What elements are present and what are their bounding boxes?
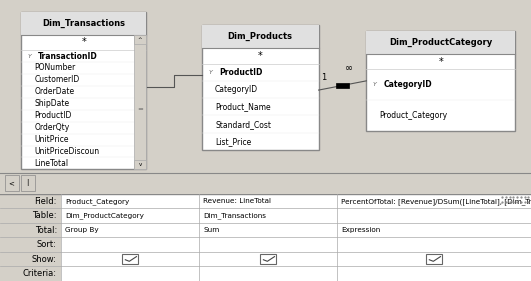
Text: Dim_Transactions: Dim_Transactions [203,212,267,219]
Text: Sort:: Sort: [37,240,57,249]
Text: v: v [139,162,142,167]
Text: Dim_ProductCategory: Dim_ProductCategory [65,212,144,219]
Text: ShipDate: ShipDate [35,99,70,108]
Bar [134,35,146,44]
Bar [134,160,146,169]
Text: ProductID: ProductID [219,68,262,77]
Bar [260,254,276,264]
Text: PercentOfTotal: [Revenue]/DSum([LineTotal], [Dim_Transactions]): PercentOfTotal: [Revenue]/DSum([LineTota… [341,198,531,205]
Text: Sum: Sum [203,227,220,233]
Text: Y: Y [28,53,31,58]
Text: Criteria:: Criteria: [23,269,57,278]
Text: Revenue: LineTotal: Revenue: LineTotal [203,198,271,204]
Bar [5,175,19,191]
Text: =: = [137,106,143,112]
Text: UnitPrice: UnitPrice [35,135,69,144]
Text: ∞: ∞ [345,63,353,73]
Text: Y: Y [373,82,376,87]
Bar [0,173,531,192]
Text: |: | [27,179,29,186]
Text: Y: Y [208,70,212,75]
Text: *: * [258,51,262,61]
Bar [366,31,515,131]
Text: Dim_Products: Dim_Products [228,32,293,41]
Text: LineTotal: LineTotal [35,159,68,168]
Bar [202,25,319,150]
Bar [21,12,146,169]
Text: OrderDate: OrderDate [35,87,75,96]
Text: OrderQty: OrderQty [35,123,70,132]
Bar [122,254,138,264]
Text: Product_Name: Product_Name [215,102,271,111]
Text: CategoryID: CategoryID [215,85,258,94]
Text: Product_Category: Product_Category [380,111,448,120]
Text: Dim_ProductCategory: Dim_ProductCategory [389,38,492,47]
Bar [426,254,442,264]
Text: Standard_Cost: Standard_Cost [215,120,271,129]
Text: CategoryID: CategoryID [383,80,432,89]
Text: Expression: Expression [341,227,381,233]
Text: Total:: Total: [35,226,57,235]
Text: Dim_Transactions: Dim_Transactions [42,19,125,28]
Text: ^: ^ [138,37,142,42]
Bar [336,83,349,88]
Text: ProductID: ProductID [35,111,72,120]
Text: Product_Category: Product_Category [65,198,130,205]
Text: Group By: Group By [65,227,99,233]
Bar [202,25,319,48]
Text: TransactionID: TransactionID [38,51,98,60]
Text: PONumber: PONumber [35,64,76,72]
Bar [21,12,146,35]
Text: *: * [81,37,86,47]
Bar [61,194,531,281]
Text: <: < [8,180,15,186]
Text: Table:: Table: [32,211,57,220]
Text: Field:: Field: [35,197,57,206]
Text: List_Price: List_Price [215,137,251,146]
Text: *: * [439,56,443,67]
Text: 1: 1 [321,73,327,82]
Bar [21,175,35,191]
Text: Show:: Show: [32,255,57,264]
Text: CustomerID: CustomerID [35,75,80,84]
Bar [366,31,515,54]
Text: UnitPriceDiscoun: UnitPriceDiscoun [35,147,100,156]
Bar [134,35,146,169]
